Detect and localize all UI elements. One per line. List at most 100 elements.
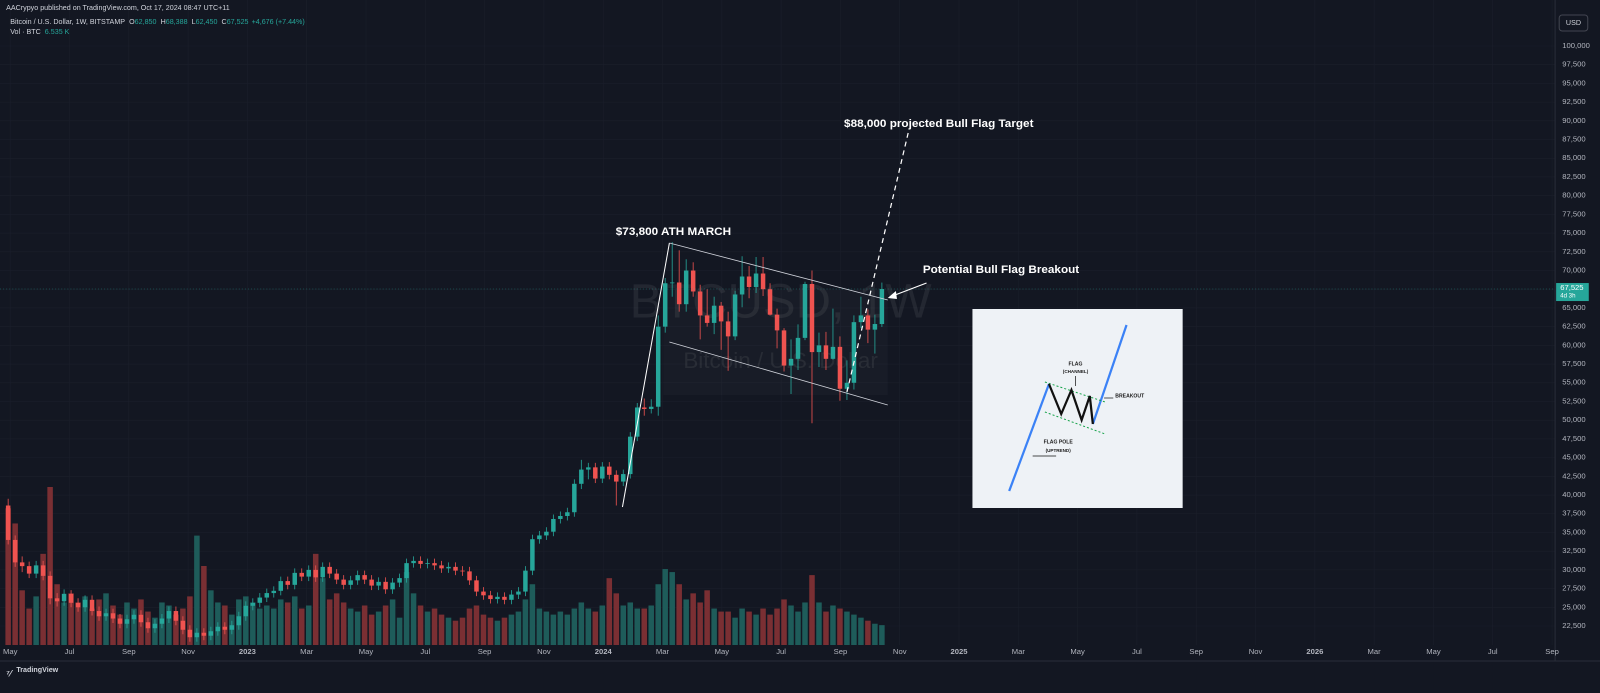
volume-bar [417,605,424,645]
candle-body [697,291,703,316]
y-tick-label: 65,000 [1562,303,1585,312]
volume-bar [473,605,480,645]
volume-bar [837,608,843,645]
candle-body [704,315,710,323]
candle-body [299,572,304,577]
y-tick-label: 60,000 [1562,340,1585,349]
volume-bar [571,608,578,645]
candle-body [502,596,507,600]
volume-bar [564,614,571,645]
volume-bar [131,608,137,645]
candle-body [879,289,885,325]
y-tick-label: 92,500 [1562,97,1585,106]
y-tick-label: 75,000 [1562,228,1585,237]
y-tick-label: 37,500 [1562,509,1585,518]
currency-button[interactable] [1558,14,1589,32]
candle-body [837,346,843,389]
volume-bar [788,605,794,645]
symbol: Bitcoin / U.S. Dollar, 1W, BITSTAMP [10,19,125,26]
volume-bar [291,596,298,645]
volume-bar [501,617,508,645]
x-tick-label: Sep [122,647,136,656]
volume-value: 6.535 K [45,29,70,36]
y-tick-label: 85,000 [1562,153,1585,162]
y-tick-label: 57,500 [1562,359,1585,368]
candle-body [334,573,339,580]
ohlc-key: H [161,19,166,26]
volume-bar [767,614,773,645]
last-price-tag [1556,283,1589,302]
volume-bar [480,614,487,645]
candle-body [173,611,179,621]
volume-bar [96,599,102,645]
volume-bar [697,602,703,645]
candle-body [593,467,598,479]
ohlc-value: 68,388 [166,19,188,26]
candle-body [180,620,186,630]
candle-body [82,599,88,608]
candle-body [26,566,32,574]
diagram-flag-label: FLAG [1069,361,1083,367]
candle-body [278,581,284,591]
flag-pole-line [621,242,670,508]
volume-bar [529,584,536,645]
y-tick-label: 47,500 [1562,434,1585,443]
y-tick-label: 50,000 [1562,415,1585,424]
volume-bar [431,608,438,645]
annotation-target: $88,000 projected Bull Flag Target [844,117,1034,130]
candle-body [488,595,493,600]
candle-body [397,578,402,583]
y-tick-label: 95,000 [1562,78,1585,87]
candle-body [411,560,416,564]
volume-bar [403,572,410,645]
volume-bar [445,617,452,645]
candle-body [655,326,661,407]
volume-bar [19,590,25,645]
candle-body [551,518,556,532]
candle-body [152,623,158,629]
candle-body [222,626,228,630]
volume-bar [33,596,39,645]
volume-bar [201,566,207,645]
volume-bar [774,608,780,645]
candle-body [795,337,801,359]
volume-bar [641,608,647,645]
volume-bar [865,620,871,645]
currency[interactable]: USD [1566,20,1581,27]
candle-body [460,570,465,572]
candle-body [509,594,514,600]
candle-body [124,619,130,624]
volume-bar [732,617,738,645]
x-tick-label: Mar [300,647,314,656]
candle-body [802,283,808,338]
candle-body [61,593,67,602]
candle-body [453,566,458,571]
candle-body [166,611,172,619]
legend-row: Bitcoin / U.S. Dollar, 1W, BITSTAMP O62,8… [10,19,305,26]
volume-bar [879,625,885,645]
volume-bar [54,584,60,645]
candle-body [404,563,409,579]
volume-bar [550,614,557,645]
volume-bar [690,593,696,645]
x-tick-label: 2026 [1306,647,1323,656]
candle-body [12,539,18,563]
candle-body [586,467,591,470]
volume-bar [424,611,431,645]
diagram-channel-lower [1044,411,1106,435]
y-tick-label: 80,000 [1562,191,1585,200]
x-tick-label: Mar [1368,647,1382,656]
diagram-pole-label: FLAG POLE [1044,439,1074,445]
annotation-breakout: Potential Bull Flag Breakout [923,263,1080,276]
x-tick-label: Nov [893,647,907,656]
candle-body [641,407,647,409]
ohlc-key: L [192,19,196,26]
candle-body [75,602,81,608]
candle-body [690,270,696,292]
candle-body [669,282,675,284]
volume-bar [452,620,459,645]
candle-body [732,294,738,337]
candle-body [579,469,584,484]
candle-body [110,613,116,619]
volume-bar [711,608,717,645]
